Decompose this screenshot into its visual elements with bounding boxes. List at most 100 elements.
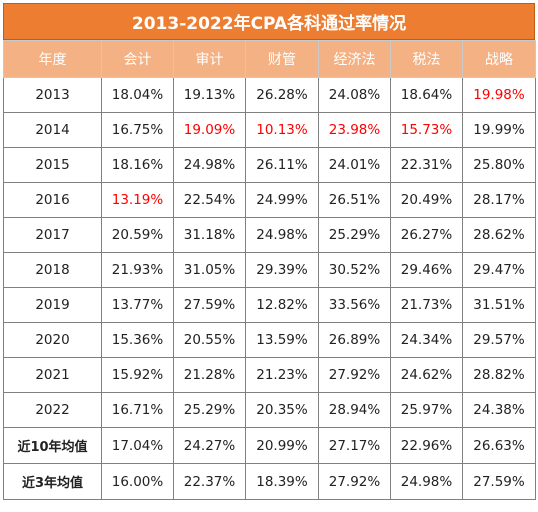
rate-cell: 13.77%: [101, 287, 174, 323]
rate-cell: 18.64%: [390, 77, 463, 113]
rate-cell: 28.17%: [462, 182, 536, 218]
rate-cell: 28.62%: [462, 217, 536, 253]
table-row: 2021 15.92% 21.28% 21.23% 27.92% 24.62% 28.82%: [3, 357, 536, 393]
average-row: 近10年均值 17.04% 24.27% 20.99% 27.17% 22.96% 26.6…: [3, 427, 536, 464]
rate-cell: 21.73%: [390, 287, 463, 323]
rate-cell: 20.49%: [390, 182, 463, 218]
rate-cell: 25.97%: [390, 392, 463, 428]
rate-cell: 28.82%: [462, 357, 536, 393]
rate-cell: 16.71%: [101, 392, 174, 428]
table-row: 2017 20.59% 31.18% 24.98% 25.29% 26.27% 28.62%: [3, 217, 536, 253]
rate-cell: 33.56%: [318, 287, 391, 323]
pass-rate-table-panel: 2013-2022年CPA各科通过率情况 年度 会计 审计 财管 经济法 税法 …: [3, 3, 536, 509]
rate-cell: 22.37%: [173, 463, 246, 500]
rate-cell: 23.98%: [318, 112, 391, 148]
row-label: 近10年均值: [3, 427, 102, 464]
rate-cell: 31.18%: [173, 217, 246, 253]
rate-cell: 25.29%: [173, 392, 246, 428]
table-row: 2016 13.19% 22.54% 24.99% 26.51% 20.49% 28.17%: [3, 182, 536, 218]
rate-cell: 27.92%: [318, 463, 391, 500]
col-header-tax-law: 税法: [390, 40, 463, 78]
rate-cell: 17.04%: [101, 427, 174, 464]
rate-cell: 24.34%: [390, 322, 463, 358]
col-header-strategy: 战略: [462, 40, 536, 78]
rate-cell: 24.62%: [390, 357, 463, 393]
rate-cell: 24.38%: [462, 392, 536, 428]
rate-cell: 24.98%: [173, 147, 246, 183]
rate-cell: 20.59%: [101, 217, 174, 253]
rate-cell: 24.98%: [390, 463, 463, 500]
rate-cell: 24.27%: [173, 427, 246, 464]
rate-cell: 18.16%: [101, 147, 174, 183]
table-row: 2013 18.04% 19.13% 26.28% 24.08% 18.64% 19.98%: [3, 77, 536, 113]
table-row: 2014 16.75% 19.09% 10.13% 23.98% 15.73% 19.99%: [3, 112, 536, 148]
rate-cell: 13.19%: [101, 182, 174, 218]
rate-cell: 27.59%: [173, 287, 246, 323]
rate-cell: 22.31%: [390, 147, 463, 183]
rate-cell: 24.98%: [245, 217, 319, 253]
rate-cell: 21.28%: [173, 357, 246, 393]
rate-cell: 21.23%: [245, 357, 319, 393]
rate-cell: 20.35%: [245, 392, 319, 428]
header-row: 年度 会计 审计 财管 经济法 税法 战略: [3, 40, 536, 78]
rate-cell: 26.27%: [390, 217, 463, 253]
rate-cell: 15.73%: [390, 112, 463, 148]
rate-cell: 27.59%: [462, 463, 536, 500]
rate-cell: 26.51%: [318, 182, 391, 218]
col-header-year: 年度: [3, 40, 102, 78]
table-body: 2013 18.04% 19.13% 26.28% 24.08% 18.64% 19.98%…: [3, 77, 536, 500]
row-label: 2022: [3, 392, 102, 428]
table-row: 2018 21.93% 31.05% 29.39% 30.52% 29.46% 29.47%: [3, 252, 536, 288]
rate-cell: 12.82%: [245, 287, 319, 323]
rate-cell: 13.59%: [245, 322, 319, 358]
rate-cell: 24.99%: [245, 182, 319, 218]
rate-cell: 19.99%: [462, 112, 536, 148]
col-header-accounting: 会计: [101, 40, 174, 78]
average-row: 近3年均值 16.00% 22.37% 18.39% 27.92% 24.98% 27.59…: [3, 463, 536, 500]
rate-cell: 26.11%: [245, 147, 319, 183]
row-label: 2018: [3, 252, 102, 288]
table-row: 2019 13.77% 27.59% 12.82% 33.56% 21.73% 31.51%: [3, 287, 536, 323]
rate-cell: 27.17%: [318, 427, 391, 464]
rate-cell: 20.99%: [245, 427, 319, 464]
rate-cell: 29.47%: [462, 252, 536, 288]
rate-cell: 22.54%: [173, 182, 246, 218]
col-header-financial-management: 财管: [245, 40, 319, 78]
rate-cell: 25.29%: [318, 217, 391, 253]
rate-cell: 29.57%: [462, 322, 536, 358]
table-row: 2022 16.71% 25.29% 20.35% 28.94% 25.97% 24.38%: [3, 392, 536, 428]
rate-cell: 15.36%: [101, 322, 174, 358]
rate-cell: 26.63%: [462, 427, 536, 464]
rate-cell: 29.39%: [245, 252, 319, 288]
rate-cell: 22.96%: [390, 427, 463, 464]
rate-cell: 28.94%: [318, 392, 391, 428]
row-label: 2014: [3, 112, 102, 148]
rate-cell: 29.46%: [390, 252, 463, 288]
row-label: 近3年均值: [3, 463, 102, 500]
rate-cell: 10.13%: [245, 112, 319, 148]
table-title: 2013-2022年CPA各科通过率情况: [3, 3, 535, 40]
rate-cell: 31.05%: [173, 252, 246, 288]
row-label: 2021: [3, 357, 102, 393]
row-label: 2019: [3, 287, 102, 323]
row-label: 2020: [3, 322, 102, 358]
pass-rate-table: 年度 会计 审计 财管 经济法 税法 战略 2013 18.04% 19.13% 26…: [3, 40, 536, 500]
rate-cell: 25.80%: [462, 147, 536, 183]
rate-cell: 21.93%: [101, 252, 174, 288]
rate-cell: 26.89%: [318, 322, 391, 358]
rate-cell: 16.00%: [101, 463, 174, 500]
col-header-economic-law: 经济法: [318, 40, 391, 78]
rate-cell: 19.13%: [173, 77, 246, 113]
rate-cell: 15.92%: [101, 357, 174, 393]
col-header-audit: 审计: [173, 40, 246, 78]
rate-cell: 27.92%: [318, 357, 391, 393]
rate-cell: 18.39%: [245, 463, 319, 500]
row-label: 2016: [3, 182, 102, 218]
row-label: 2013: [3, 77, 102, 113]
rate-cell: 18.04%: [101, 77, 174, 113]
rate-cell: 19.09%: [173, 112, 246, 148]
rate-cell: 31.51%: [462, 287, 536, 323]
rate-cell: 19.98%: [462, 77, 536, 113]
rate-cell: 16.75%: [101, 112, 174, 148]
rate-cell: 24.01%: [318, 147, 391, 183]
